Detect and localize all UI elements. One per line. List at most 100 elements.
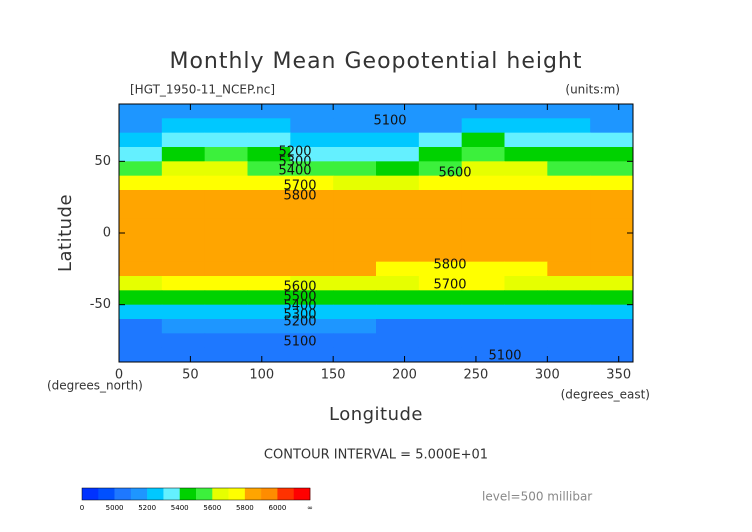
cell — [204, 161, 248, 177]
contour-interval: CONTOUR INTERVAL = 5.000E+01 — [264, 448, 488, 463]
cell — [333, 276, 377, 291]
cell — [504, 204, 548, 220]
cell — [119, 347, 163, 363]
cell — [119, 132, 163, 148]
y-unit: (degrees_north) — [47, 379, 143, 393]
cell — [461, 261, 505, 277]
cell — [504, 233, 548, 248]
cell — [247, 319, 291, 334]
cell — [547, 276, 591, 291]
cell — [119, 204, 163, 220]
cell — [161, 233, 206, 248]
cell — [204, 190, 248, 205]
cell — [504, 304, 548, 320]
cell — [161, 304, 206, 320]
cell — [204, 132, 248, 148]
cell — [161, 319, 206, 334]
cell — [547, 147, 591, 162]
cell — [547, 118, 591, 134]
colorbar-swatch — [163, 488, 181, 500]
cell — [247, 161, 291, 177]
cell — [204, 247, 248, 263]
cell — [161, 204, 206, 220]
cell — [290, 347, 334, 363]
cell — [547, 247, 591, 263]
cell — [418, 347, 463, 363]
colorbar-swatch — [179, 488, 197, 500]
cell — [290, 333, 334, 349]
cell — [590, 304, 634, 320]
cell — [461, 204, 505, 220]
colorbar-swatch — [293, 488, 311, 500]
cell — [376, 347, 420, 363]
cell — [119, 319, 163, 334]
subtitle: [HGT_1950-11_NCEP.nc] — [130, 83, 275, 97]
cell — [590, 161, 634, 177]
cell — [333, 319, 377, 334]
cell — [461, 161, 505, 177]
cell — [590, 276, 634, 291]
x-tick-label: 150 — [321, 368, 346, 383]
colorbar-label: 6000 — [269, 504, 287, 512]
cell — [204, 290, 248, 306]
cell — [161, 175, 206, 191]
colorbar-swatch — [277, 488, 295, 500]
cell — [418, 276, 463, 291]
cell — [547, 204, 591, 220]
cell — [161, 147, 206, 162]
cell — [461, 190, 505, 205]
contour-label: 5300 — [283, 308, 316, 323]
cell — [504, 290, 548, 306]
cell — [376, 276, 420, 291]
cell — [247, 132, 291, 148]
cell — [590, 261, 634, 277]
cell — [461, 290, 505, 306]
cell — [161, 290, 206, 306]
cell — [504, 319, 548, 334]
cell — [247, 104, 291, 119]
cell — [461, 333, 505, 349]
cell — [204, 104, 248, 119]
cell — [418, 204, 463, 220]
cell — [204, 276, 248, 291]
cell — [290, 304, 334, 320]
contour-label: 5800 — [283, 189, 316, 204]
cell — [161, 132, 206, 148]
cell — [290, 319, 334, 334]
cell — [504, 261, 548, 277]
cell — [119, 261, 163, 277]
cell — [461, 304, 505, 320]
cell — [119, 161, 163, 177]
cell — [590, 247, 634, 263]
cell — [290, 161, 334, 177]
cell — [504, 118, 548, 134]
x-tick-label: 300 — [535, 368, 560, 383]
cell — [461, 347, 505, 363]
cell — [204, 147, 248, 162]
contour-label: 5100 — [373, 114, 406, 129]
cell — [547, 175, 591, 191]
cell — [204, 319, 248, 334]
colorbar-label: ∞ — [307, 504, 313, 512]
cell — [547, 304, 591, 320]
cell — [590, 233, 634, 248]
cell — [504, 132, 548, 148]
contour-label: 5400 — [283, 299, 316, 314]
cell — [333, 261, 377, 277]
cell — [418, 190, 463, 205]
y-axis-title: Latitude — [55, 194, 76, 272]
cell — [290, 247, 334, 263]
contour-label: 5200 — [283, 315, 316, 330]
cell — [504, 104, 548, 119]
x-tick-label: 50 — [182, 368, 199, 383]
cell — [461, 147, 505, 162]
contour-label: 5800 — [433, 258, 466, 273]
cell — [590, 204, 634, 220]
colorbar-swatch — [196, 488, 213, 500]
cell — [418, 290, 463, 306]
cell — [376, 304, 420, 320]
cell — [161, 218, 206, 234]
cell — [161, 333, 206, 349]
cell — [247, 276, 291, 291]
